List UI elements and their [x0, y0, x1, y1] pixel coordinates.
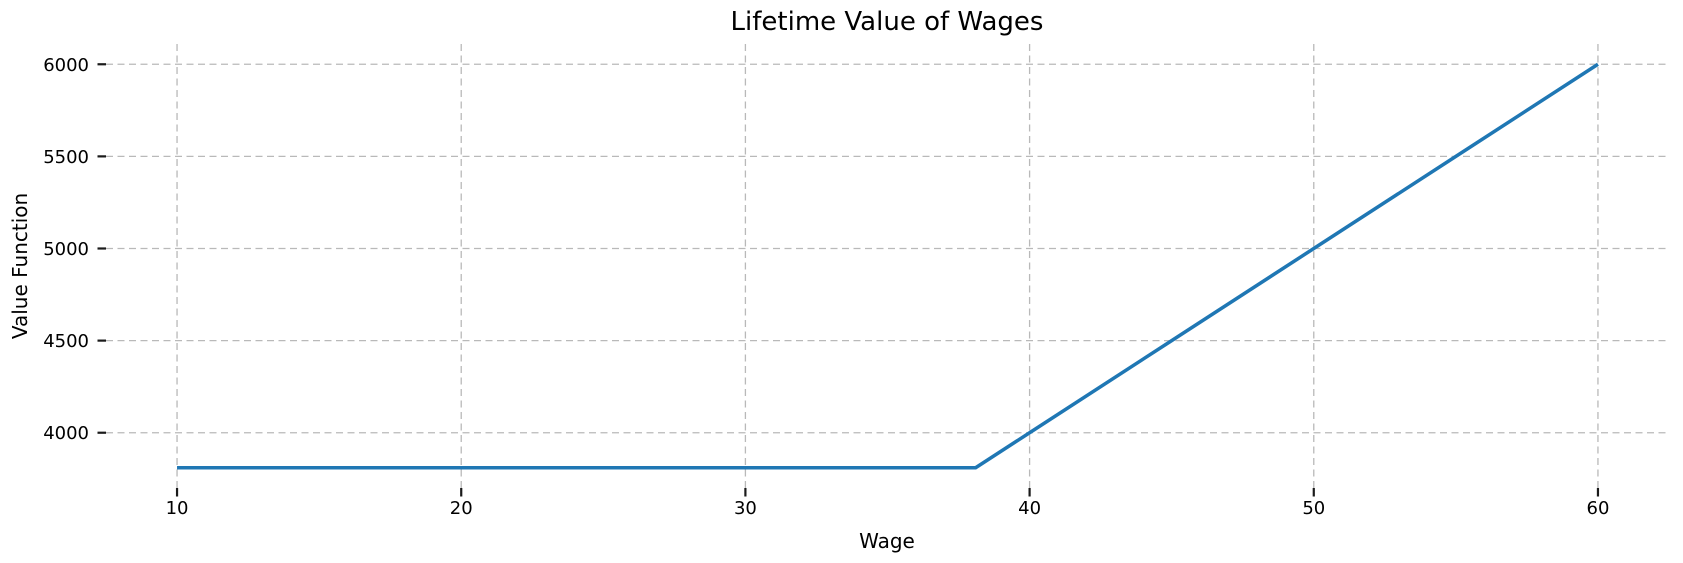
axis-ticks	[97, 63, 1600, 497]
x-axis-label: Wage	[859, 529, 915, 553]
y-tick-label: 5000	[43, 239, 89, 260]
x-tick-label: 60	[1587, 498, 1610, 519]
data-series	[177, 62, 1599, 470]
x-tick-label: 10	[166, 498, 189, 519]
value-function-line	[177, 62, 1599, 470]
y-tick-label: 6000	[43, 55, 89, 76]
x-tick-label: 40	[1018, 498, 1041, 519]
x-tick-label: 50	[1302, 498, 1325, 519]
x-tick-label: 30	[734, 498, 757, 519]
axis-tick-labels: 10 20 30 40 50 60 4000 4500 5000 5500 6000	[43, 55, 1609, 519]
chart-title: Lifetime Value of Wages	[731, 7, 1044, 37]
y-tick-label: 4000	[43, 423, 89, 444]
x-tick-label: 20	[450, 498, 473, 519]
gridlines	[106, 44, 1669, 488]
y-tick-label: 5500	[43, 147, 89, 168]
y-tick-label: 4500	[43, 331, 89, 352]
y-axis-label: Value Function	[8, 193, 32, 339]
